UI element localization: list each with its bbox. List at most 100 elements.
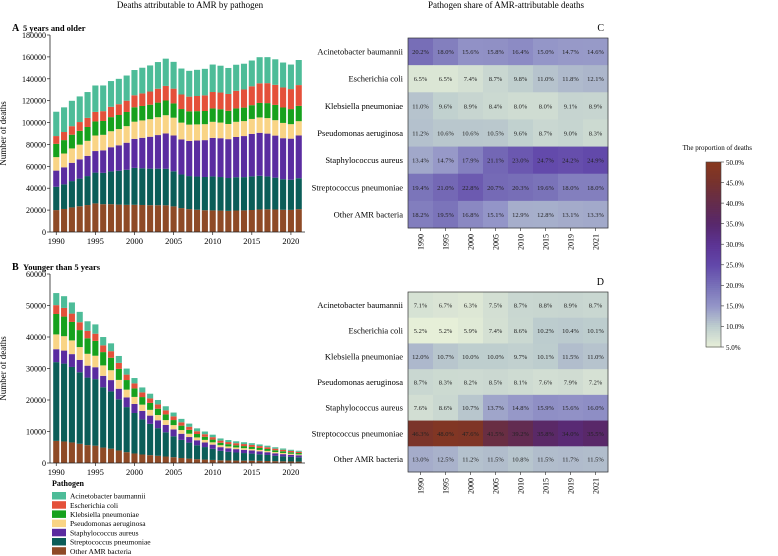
bar-segment-other-amr-bacteria-1994: [84, 445, 91, 463]
heatmap-cell-acinetobacter-baumannii-2000: [458, 38, 484, 66]
heatmap-cell-value: 9.6%: [514, 131, 528, 138]
bar-segment-staphylococcus-aureus-2000: [131, 403, 138, 413]
heatmap-cell-value: 14.8%: [512, 405, 529, 412]
heatmap-cell-streptococcus-pneumoniae-2015: [533, 420, 559, 447]
x-tick-label: 1990: [48, 467, 65, 477]
panel-title: Younger than 5 years: [23, 262, 101, 272]
legend-label: Klebsiella pneumoniae: [70, 510, 140, 519]
bar-segment-staphylococcus-aureus-2002: [147, 415, 154, 424]
bar-segment-pseudomonas-aeruginosa-2012: [225, 123, 232, 140]
heatmap-cell-escherichia-coli-2005: [483, 65, 509, 93]
heatmap-cell-value: 8.9%: [589, 103, 603, 110]
bar-segment-escherichia-coli-2003: [154, 88, 161, 103]
heatmap-cell-value: 11.2%: [462, 457, 479, 464]
heatmap-cell-value: 10.1%: [587, 328, 604, 335]
bar-segment-staphylococcus-aureus-1997: [107, 380, 115, 392]
y-tick-label: 10000: [26, 428, 46, 437]
bar-segment-streptococcus-pneumoniae-1992: [68, 181, 75, 208]
bar-segment-escherichia-coli-2012: [225, 442, 232, 445]
bar-segment-acinetobacter-baumannii-2021: [295, 60, 302, 86]
bar-segment-klebsiella-pneumoniae-2016: [256, 102, 263, 118]
heatmap-cell-other-amr-bacteria-2005: [483, 200, 509, 229]
y-tick-label: 100000: [22, 119, 46, 128]
bar-segment-streptococcus-pneumoniae-2004: [162, 432, 169, 457]
bar-segment-staphylococcus-aureus-2016: [256, 451, 263, 455]
heatmap-cell-streptococcus-pneumoniae-2019: [558, 173, 584, 202]
heatmap-cell-escherichia-coli-2010: [508, 65, 534, 93]
colorbar-step: [706, 240, 721, 243]
bar-segment-streptococcus-pneumoniae-1994: [84, 377, 91, 446]
x-tick-label: 1995: [87, 236, 104, 246]
heatmap-cell-value: 39.2%: [512, 431, 529, 438]
heatmap-cell-klebsiella-pneumoniae-2005: [483, 92, 509, 120]
bar-segment-klebsiella-pneumoniae-2016: [256, 447, 263, 450]
heatmap-cell-escherichia-coli-2021: [583, 317, 609, 344]
y-tick-label: 50000: [26, 302, 46, 311]
bar-segment-acinetobacter-baumannii-2004: [162, 406, 169, 411]
bar-segment-acinetobacter-baumannii-2019: [280, 62, 287, 88]
bar-segment-staphylococcus-aureus-2009: [201, 442, 208, 448]
colorbar-step: [706, 231, 721, 235]
bar-segment-escherichia-coli-2011: [217, 92, 224, 110]
bar-segment-acinetobacter-baumannii-1997: [107, 81, 115, 107]
bar-segment-klebsiella-pneumoniae-2015: [248, 105, 255, 119]
x-tick-label: 2019: [567, 234, 576, 250]
bar-segment-staphylococcus-aureus-1998: [115, 388, 122, 400]
x-tick-label: 2015: [542, 478, 551, 494]
colorbar-step: [706, 268, 721, 272]
heatmap-cell-value: 9.1%: [564, 103, 578, 110]
bar-segment-escherichia-coli-2018: [272, 448, 279, 451]
heatmap-cell-acinetobacter-baumannii-1990: [408, 38, 434, 66]
bar-segment-pseudomonas-aeruginosa-2010: [209, 442, 216, 445]
heatmap-cell-klebsiella-pneumoniae-2005: [483, 343, 509, 370]
bar-segment-escherichia-coli-1994: [84, 117, 91, 127]
heatmap-cell-value: 21.0%: [437, 185, 454, 192]
bar-segment-escherichia-coli-2000: [131, 383, 138, 389]
heatmap-cell-other-amr-bacteria-1995: [433, 200, 459, 229]
y-tick-label: 140000: [22, 75, 46, 84]
bar-segment-klebsiella-pneumoniae-1996: [100, 120, 107, 135]
bar-segment-staphylococcus-aureus-2015: [248, 450, 255, 454]
bar-segment-pseudomonas-aeruginosa-2021: [295, 454, 302, 456]
x-tick-label: 2000: [126, 467, 143, 477]
bar-segment-escherichia-coli-2002: [147, 398, 154, 403]
heatmap-cell-value: 15.8%: [487, 49, 504, 56]
bar-segment-other-amr-bacteria-2013: [233, 460, 240, 463]
colorbar-step: [706, 213, 721, 217]
bar-segment-other-amr-bacteria-2014: [240, 460, 248, 463]
bar-segment-streptococcus-pneumoniae-2008: [194, 176, 201, 210]
bar-segment-pseudomonas-aeruginosa-2005: [170, 117, 177, 136]
bar-segment-pseudomonas-aeruginosa-2008: [194, 437, 201, 441]
heatmap-cell-value: 7.4%: [464, 76, 478, 83]
heatmap-cell-staphylococcus-aureus-1995: [433, 394, 459, 421]
heatmap-cell-streptococcus-pneumoniae-2005: [483, 173, 509, 202]
colorbar-step: [706, 244, 721, 247]
heatmap-cell-value: 7.2%: [589, 380, 603, 387]
bar-segment-klebsiella-pneumoniae-2000: [131, 388, 138, 397]
heatmap-cell-value: 8.1%: [514, 380, 528, 387]
bar-segment-other-amr-bacteria-2011: [217, 460, 224, 463]
bar-segment-acinetobacter-baumannii-2021: [295, 450, 302, 452]
bar-segment-streptococcus-pneumoniae-2008: [194, 445, 201, 460]
heatmap-cell-pseudomonas-aeruginosa-2021: [583, 369, 609, 396]
x-tick-label: 2005: [165, 467, 182, 477]
legend-swatch-escherichia-coli: [52, 501, 66, 509]
heatmap-cell-value: 8.7%: [514, 302, 528, 309]
heatmap-row-label: Pseudomonas aeruginosa: [317, 377, 403, 387]
heatmap-cell-pseudomonas-aeruginosa-2010: [508, 369, 534, 396]
colorbar-tick-label: 45.0%: [726, 179, 744, 187]
colorbar-step: [706, 289, 721, 293]
bar-segment-streptococcus-pneumoniae-1996: [100, 387, 107, 448]
bar-segment-klebsiella-pneumoniae-2011: [217, 109, 224, 123]
heatmap-cell-streptococcus-pneumoniae-2000: [458, 173, 484, 202]
bar-segment-staphylococcus-aureus-1990: [53, 170, 60, 187]
bar-segment-escherichia-coli-2001: [139, 392, 146, 398]
heatmap-cell-value: 8.3%: [439, 380, 453, 387]
colorbar-step: [706, 254, 721, 258]
bar-segment-pseudomonas-aeruginosa-2021: [295, 121, 302, 136]
bar-segment-other-amr-bacteria-2002: [147, 205, 154, 232]
bar-segment-streptococcus-pneumoniae-2020: [287, 456, 294, 462]
bar-segment-streptococcus-pneumoniae-2018: [272, 177, 279, 210]
bar-segment-other-amr-bacteria-2017: [264, 209, 271, 232]
bar-segment-streptococcus-pneumoniae-2011: [217, 450, 224, 461]
